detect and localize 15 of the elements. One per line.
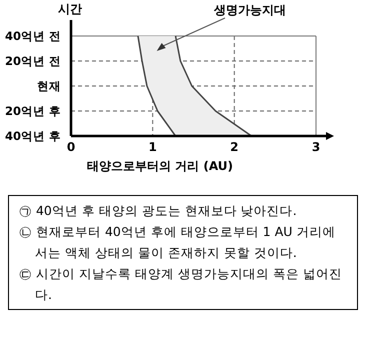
y-tick-label: 20억년 전 — [4, 54, 61, 68]
text: ㉠ 40억년 후 태양의 광도는 현재보다 낮아진다. — [19, 202, 298, 220]
y-tick-label: 현재 — [37, 79, 61, 93]
x-tick-label: 0 — [66, 140, 76, 154]
text: 생명가능지대 — [213, 3, 286, 17]
text: ㉢ 시간이 지날수록 태양계 생명가능지대의 폭은 넓어진다. — [19, 265, 343, 304]
x-tick-label: 1 — [148, 140, 157, 154]
x-axis-title: 태양으로부터의 거리 (AU) — [87, 159, 233, 173]
y-axis-title: 시간 — [58, 2, 82, 16]
y-tick-label: 40억년 후 — [4, 129, 61, 143]
text: ㉡ 현재로부터 40억년 후에 태양으로부터 1 AU 거리에서는 액체 상태의 물이 존재하지 못할 것이다. — [19, 223, 336, 262]
y-tick-label: 40억년 전 — [4, 29, 61, 43]
y-tick-label: 20억년 후 — [4, 104, 61, 118]
x-tick-label: 3 — [312, 140, 320, 154]
x-tick-label: 2 — [230, 140, 239, 154]
